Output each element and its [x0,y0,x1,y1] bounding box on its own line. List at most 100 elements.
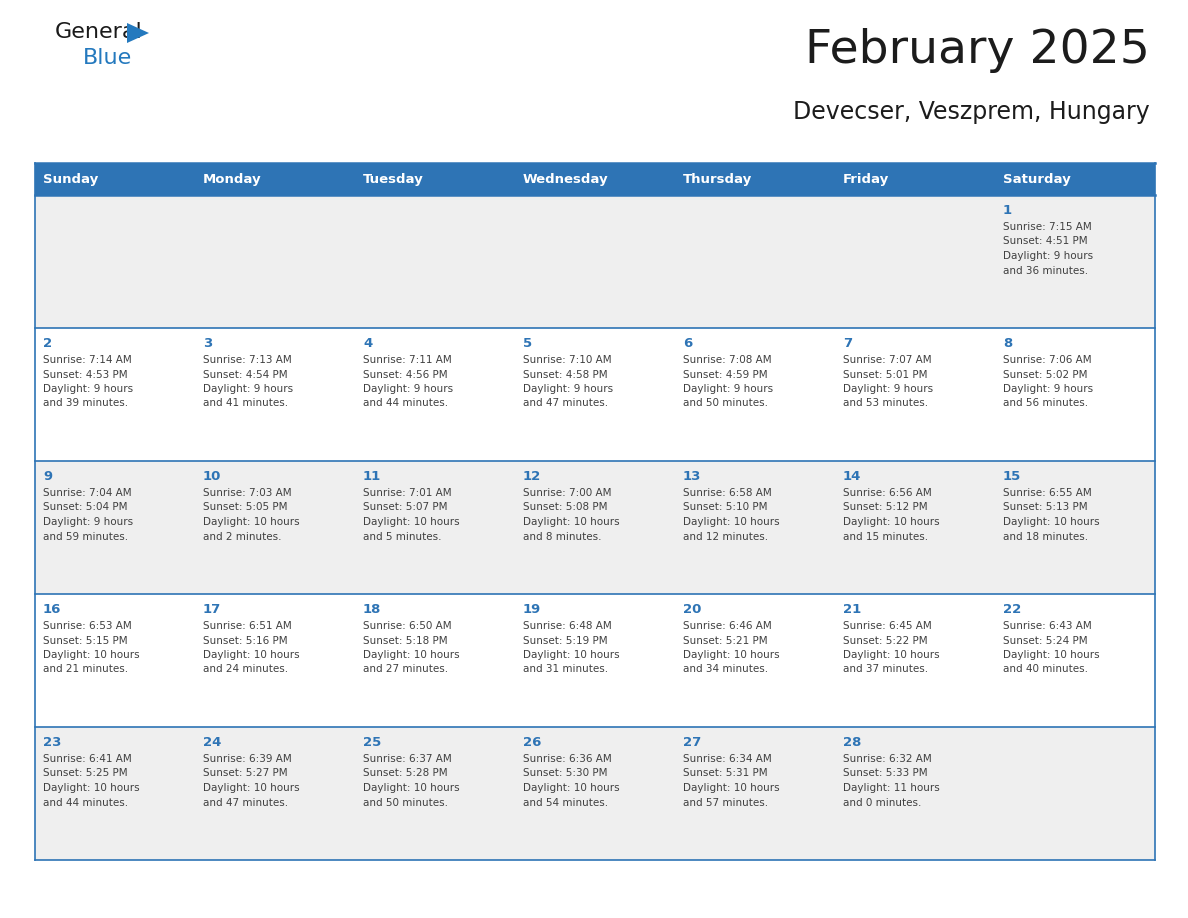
Text: and 36 minutes.: and 36 minutes. [1003,265,1088,275]
Text: 24: 24 [203,736,221,749]
Text: and 21 minutes.: and 21 minutes. [43,665,128,675]
Bar [34,727,195,860]
Bar [355,195,516,328]
Text: Daylight: 10 hours: Daylight: 10 hours [203,783,299,793]
Text: 25: 25 [364,736,381,749]
Text: and 54 minutes.: and 54 minutes. [523,798,608,808]
Text: Daylight: 10 hours: Daylight: 10 hours [523,650,620,660]
Text: Daylight: 10 hours: Daylight: 10 hours [364,783,460,793]
Text: Daylight: 10 hours: Daylight: 10 hours [43,650,140,660]
Bar [355,461,516,594]
Text: 8: 8 [1003,337,1012,350]
Text: and 41 minutes.: and 41 minutes. [203,398,289,409]
Text: Sunset: 5:33 PM: Sunset: 5:33 PM [843,768,928,778]
Text: Sunrise: 7:00 AM: Sunrise: 7:00 AM [523,488,612,498]
Text: Sunset: 5:07 PM: Sunset: 5:07 PM [364,502,448,512]
Text: Sunrise: 6:58 AM: Sunrise: 6:58 AM [683,488,772,498]
Bar [675,328,835,461]
Text: 22: 22 [1003,603,1022,616]
Text: 1: 1 [1003,204,1012,217]
Text: February 2025: February 2025 [805,28,1150,73]
Text: 14: 14 [843,470,861,483]
Text: 10: 10 [203,470,221,483]
Text: 13: 13 [683,470,701,483]
Text: Sunrise: 7:04 AM: Sunrise: 7:04 AM [43,488,132,498]
Text: Sunset: 5:12 PM: Sunset: 5:12 PM [843,502,928,512]
Text: Sunrise: 6:56 AM: Sunrise: 6:56 AM [843,488,931,498]
Text: and 44 minutes.: and 44 minutes. [43,798,128,808]
Text: Sunset: 4:53 PM: Sunset: 4:53 PM [43,370,127,379]
Text: Daylight: 10 hours: Daylight: 10 hours [364,650,460,660]
Text: 11: 11 [364,470,381,483]
Text: Sunset: 5:21 PM: Sunset: 5:21 PM [683,635,767,645]
Bar [195,195,355,328]
Bar [355,727,516,860]
Text: Sunrise: 6:51 AM: Sunrise: 6:51 AM [203,621,292,631]
Text: 21: 21 [843,603,861,616]
Bar [34,195,195,328]
Text: Sunset: 5:05 PM: Sunset: 5:05 PM [203,502,287,512]
Text: Blue: Blue [83,48,132,68]
Text: and 18 minutes.: and 18 minutes. [1003,532,1088,542]
Text: Sunset: 5:02 PM: Sunset: 5:02 PM [1003,370,1087,379]
Text: Sunset: 5:19 PM: Sunset: 5:19 PM [523,635,607,645]
Text: and 0 minutes.: and 0 minutes. [843,798,922,808]
Text: and 40 minutes.: and 40 minutes. [1003,665,1088,675]
Text: General: General [55,22,143,42]
Text: 7: 7 [843,337,852,350]
Text: 27: 27 [683,736,701,749]
Text: Sunrise: 7:10 AM: Sunrise: 7:10 AM [523,355,612,365]
Text: Daylight: 10 hours: Daylight: 10 hours [523,783,620,793]
Text: and 50 minutes.: and 50 minutes. [364,798,448,808]
Bar [34,163,1155,195]
Text: Sunset: 4:58 PM: Sunset: 4:58 PM [523,370,607,379]
Text: Sunrise: 6:46 AM: Sunrise: 6:46 AM [683,621,772,631]
Text: Daylight: 9 hours: Daylight: 9 hours [364,384,453,394]
Bar [516,727,675,860]
Text: and 44 minutes.: and 44 minutes. [364,398,448,409]
Text: and 34 minutes.: and 34 minutes. [683,665,769,675]
Bar [516,195,675,328]
Bar [516,461,675,594]
Text: Sunrise: 6:37 AM: Sunrise: 6:37 AM [364,754,451,764]
Text: Sunrise: 7:15 AM: Sunrise: 7:15 AM [1003,222,1092,232]
Text: Wednesday: Wednesday [523,173,608,185]
Bar [195,328,355,461]
Text: Sunrise: 7:08 AM: Sunrise: 7:08 AM [683,355,772,365]
Bar [34,328,195,461]
Bar [835,727,996,860]
Text: Sunset: 5:08 PM: Sunset: 5:08 PM [523,502,607,512]
Text: Daylight: 10 hours: Daylight: 10 hours [1003,650,1100,660]
Bar [195,461,355,594]
Text: Devecser, Veszprem, Hungary: Devecser, Veszprem, Hungary [794,100,1150,124]
Text: Sunset: 5:22 PM: Sunset: 5:22 PM [843,635,928,645]
Bar [355,328,516,461]
Text: Daylight: 10 hours: Daylight: 10 hours [203,650,299,660]
Text: 6: 6 [683,337,693,350]
Text: Sunrise: 7:01 AM: Sunrise: 7:01 AM [364,488,451,498]
Text: 4: 4 [364,337,372,350]
Text: Daylight: 10 hours: Daylight: 10 hours [843,517,940,527]
Text: Sunset: 4:56 PM: Sunset: 4:56 PM [364,370,448,379]
Text: Sunrise: 6:39 AM: Sunrise: 6:39 AM [203,754,292,764]
Text: Sunset: 5:10 PM: Sunset: 5:10 PM [683,502,767,512]
Text: Sunrise: 6:43 AM: Sunrise: 6:43 AM [1003,621,1092,631]
Bar [996,195,1155,328]
Bar [835,195,996,328]
Text: Daylight: 9 hours: Daylight: 9 hours [843,384,933,394]
Text: Daylight: 9 hours: Daylight: 9 hours [203,384,293,394]
Text: Sunrise: 7:06 AM: Sunrise: 7:06 AM [1003,355,1092,365]
Text: 28: 28 [843,736,861,749]
Text: Daylight: 10 hours: Daylight: 10 hours [203,517,299,527]
Text: Sunrise: 7:11 AM: Sunrise: 7:11 AM [364,355,451,365]
Bar [195,727,355,860]
Text: 9: 9 [43,470,52,483]
Polygon shape [127,23,148,43]
Text: Friday: Friday [843,173,890,185]
Text: Daylight: 11 hours: Daylight: 11 hours [843,783,940,793]
Text: 19: 19 [523,603,542,616]
Text: Sunset: 5:04 PM: Sunset: 5:04 PM [43,502,127,512]
Text: Sunday: Sunday [43,173,99,185]
Text: Sunrise: 6:36 AM: Sunrise: 6:36 AM [523,754,612,764]
Text: Sunrise: 6:50 AM: Sunrise: 6:50 AM [364,621,451,631]
